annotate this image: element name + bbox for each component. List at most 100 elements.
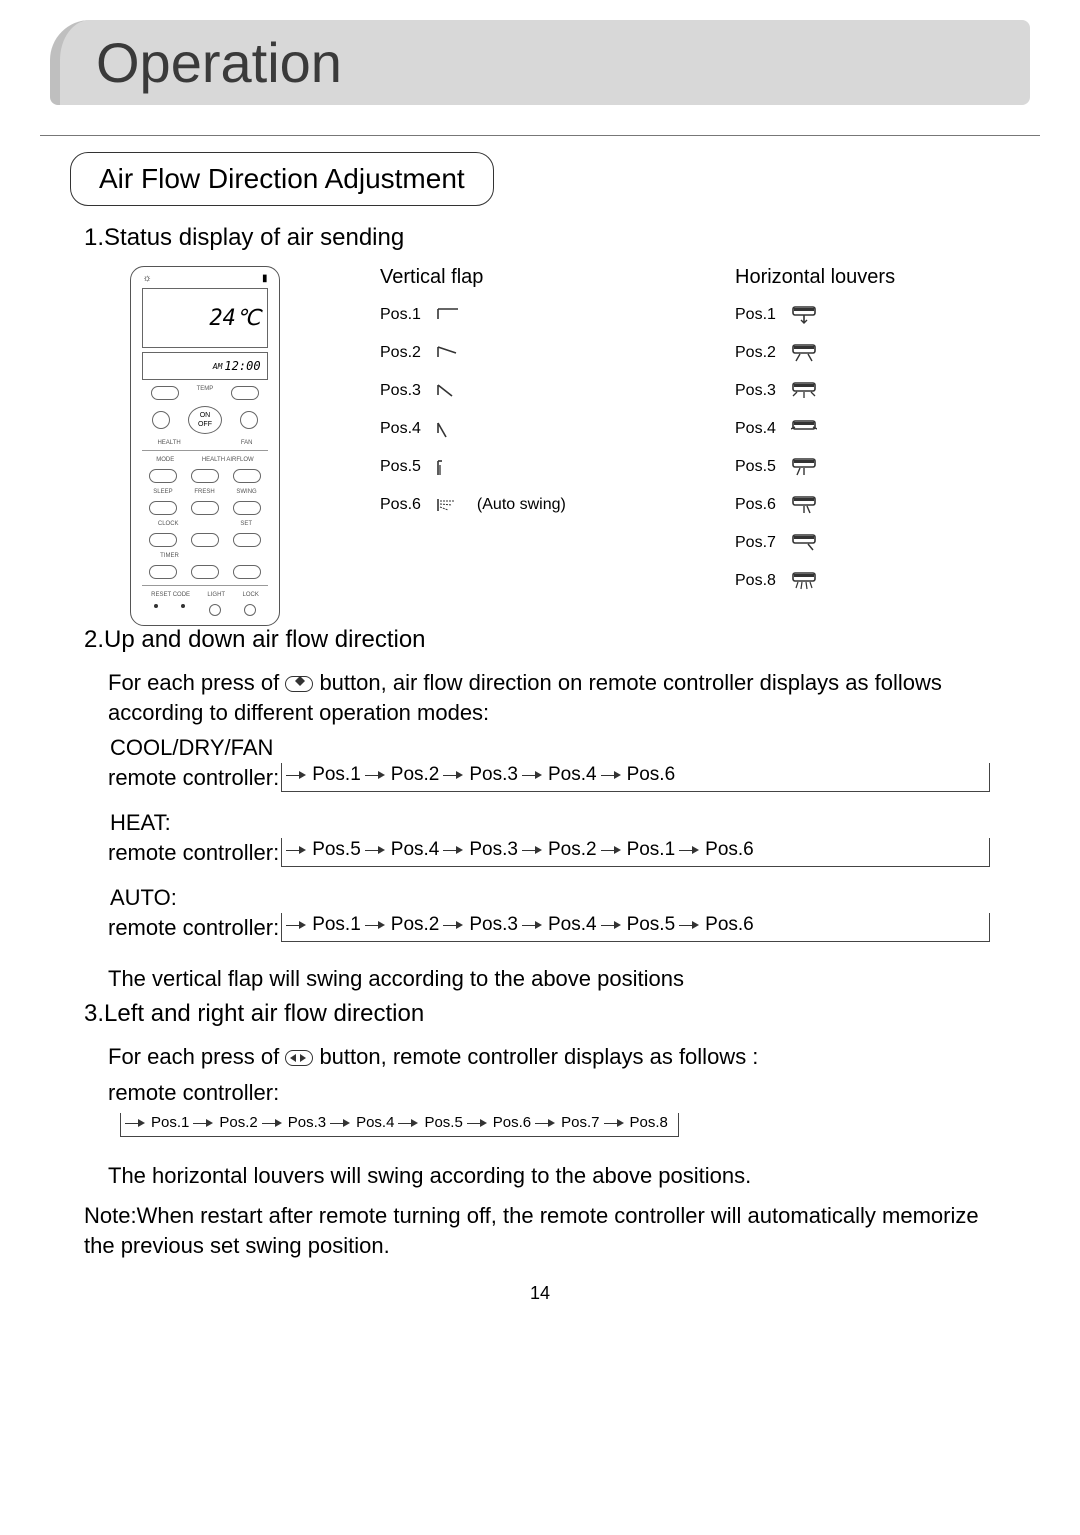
seq-pos: Pos.5 <box>627 914 676 936</box>
page-number: 14 <box>50 1283 1030 1304</box>
remote-onoff: ONOFF <box>188 406 222 434</box>
seq-heat: remote controller: Pos.5Pos.4Pos.3Pos.2P… <box>108 838 990 867</box>
horizontal-pos-item: Pos.2 <box>735 343 1030 363</box>
left-right-icon <box>285 1050 313 1066</box>
pos-label: Pos.4 <box>735 420 776 438</box>
flap-icon <box>435 343 463 363</box>
divider <box>40 135 1040 136</box>
remote-unit: ℃ <box>236 306 261 331</box>
louver-icon <box>790 381 818 401</box>
section-heading: Air Flow Direction Adjustment <box>70 152 494 206</box>
remote-btn <box>149 533 177 547</box>
seq-pos: Pos.1 <box>312 914 361 936</box>
seq-pos: Pos.1 <box>627 839 676 861</box>
horizontal-pos-item: Pos.1 <box>735 305 1030 325</box>
vertical-pos-item: Pos.2 <box>380 343 675 363</box>
horizontal-pos-item: Pos.4 <box>735 419 1030 439</box>
sun-icon: ☼ <box>142 273 151 284</box>
seq-pos: Pos.4 <box>356 1114 394 1131</box>
rc3: remote controller: <box>108 1078 990 1108</box>
page-title: Operation <box>96 30 1000 95</box>
seq-pos: Pos.2 <box>391 764 440 786</box>
pos-label: Pos.1 <box>735 306 776 324</box>
seq-pos: Pos.8 <box>630 1114 668 1131</box>
para-3: For each press of button, remote control… <box>108 1042 990 1072</box>
seq-pos: Pos.4 <box>548 764 597 786</box>
pos-label: Pos.7 <box>735 534 776 552</box>
para3c: The horizontal louvers will swing accord… <box>108 1161 990 1191</box>
remote-lcd-clock: AM 12:00 <box>142 352 267 380</box>
flap-icon <box>435 495 463 515</box>
rc-label: remote controller: <box>108 915 279 941</box>
seq-pos: Pos.7 <box>561 1114 599 1131</box>
flap-icon <box>435 305 463 325</box>
horizontal-louvers-column: Horizontal louvers Pos.1Pos.2Pos.3Pos.4P… <box>735 266 1030 609</box>
horizontal-pos-item: Pos.8 <box>735 571 1030 591</box>
seq-pos: Pos.2 <box>548 839 597 861</box>
vertical-pos-item: Pos.5 <box>380 457 675 477</box>
seq-pos: Pos.5 <box>424 1114 462 1131</box>
louver-icon <box>790 305 818 325</box>
seq-pos: Pos.6 <box>493 1114 531 1131</box>
seq-pos: Pos.3 <box>469 839 518 861</box>
seq-pos: Pos.2 <box>219 1114 257 1131</box>
mode-auto-title: AUTO: <box>110 885 1030 911</box>
vertical-pos-item: Pos.1 <box>380 305 675 325</box>
para-2: For each press of button, air flow direc… <box>108 668 990 727</box>
pos-label: Pos.8 <box>735 572 776 590</box>
vertical-pos-item: Pos.3 <box>380 381 675 401</box>
pos-label: Pos.6 <box>735 496 776 514</box>
up-down-icon <box>285 676 313 692</box>
horizontal-pos-item: Pos.7 <box>735 533 1030 553</box>
remote-btn <box>233 533 261 547</box>
seq-pos: Pos.3 <box>469 914 518 936</box>
horizontal-pos-item: Pos.3 <box>735 381 1030 401</box>
rc-label: remote controller: <box>108 765 279 791</box>
mode-cool-title: COOL/DRY/FAN <box>110 735 1030 761</box>
louver-icon <box>790 495 818 515</box>
pos-label: Pos.1 <box>380 306 421 324</box>
rc-label: remote controller: <box>108 840 279 866</box>
horizontal-pos-item: Pos.6 <box>735 495 1030 515</box>
para3a: For each press of <box>108 1044 279 1069</box>
remote-btn <box>151 386 179 400</box>
vertical-header: Vertical flap <box>380 266 675 289</box>
seq-auto: remote controller: Pos.1Pos.2Pos.3Pos.4P… <box>108 913 990 942</box>
pos-label: Pos.4 <box>380 420 421 438</box>
remote-label: TEMP <box>197 386 214 400</box>
flap-icon <box>435 381 463 401</box>
flap-icon <box>435 419 463 439</box>
note-text: Note:When restart after remote turning o… <box>84 1201 990 1260</box>
remote-clock: 12:00 <box>224 359 260 373</box>
flap-icon <box>435 457 463 477</box>
louver-icon <box>790 571 818 591</box>
remote-btn <box>231 386 259 400</box>
seq-pos: Pos.1 <box>312 764 361 786</box>
mode-heat-title: HEAT: <box>110 810 1030 836</box>
subheading-2: 2.Up and down air flow direction <box>84 626 1030 654</box>
remote-temp: 24 <box>209 306 236 331</box>
horizontal-pos-item: Pos.5 <box>735 457 1030 477</box>
remote-btn <box>152 411 170 429</box>
subheading-1: 1.Status display of air sending <box>84 224 1030 252</box>
louver-icon <box>790 533 818 553</box>
seq-pos: Pos.2 <box>391 914 440 936</box>
remote-lcd-temp: 24℃ <box>142 288 267 348</box>
para2c: The vertical flap will swing according t… <box>108 964 990 994</box>
pos-label: Pos.5 <box>735 458 776 476</box>
remote-btn <box>191 469 219 483</box>
remote-btn <box>149 469 177 483</box>
seq-cool: remote controller: Pos.1Pos.2Pos.3Pos.4P… <box>108 763 990 792</box>
seq-pos: Pos.6 <box>705 839 754 861</box>
pos-label: Pos.3 <box>735 382 776 400</box>
pos-label: Pos.2 <box>735 344 776 362</box>
seq-lr: Pos.1Pos.2Pos.3Pos.4Pos.5Pos.6Pos.7Pos.8 <box>120 1113 650 1137</box>
para2a: For each press of <box>108 670 285 695</box>
subheading-3: 3.Left and right air flow direction <box>84 1000 1030 1028</box>
signal-icon: ▮ <box>262 273 268 284</box>
remote-btn <box>233 501 261 515</box>
remote-am: AM <box>213 362 223 371</box>
pos-label: Pos.2 <box>380 344 421 362</box>
remote-btn <box>191 565 219 579</box>
para3b: button, remote controller displays as fo… <box>319 1044 758 1069</box>
